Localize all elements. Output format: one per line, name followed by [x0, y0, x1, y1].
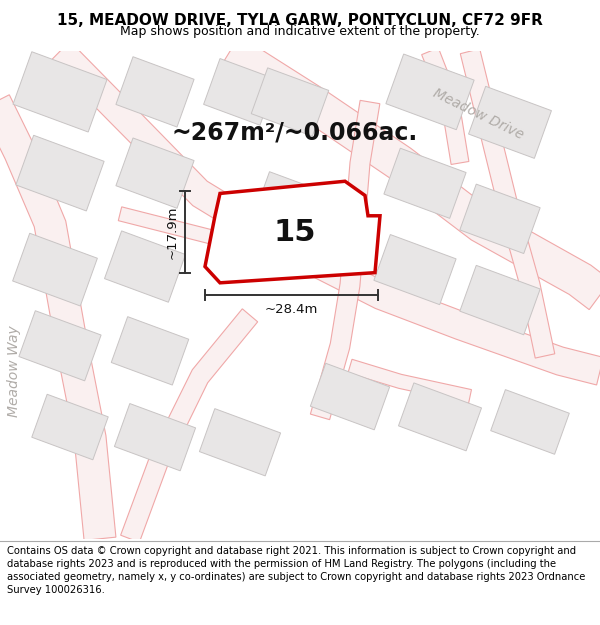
Polygon shape [386, 54, 474, 130]
Polygon shape [19, 311, 101, 381]
Polygon shape [460, 266, 540, 335]
Polygon shape [104, 231, 185, 302]
Polygon shape [254, 172, 326, 236]
Polygon shape [121, 309, 257, 542]
Polygon shape [398, 383, 482, 451]
Text: ~267m²/~0.066ac.: ~267m²/~0.066ac. [172, 121, 418, 144]
Text: ~17.9m: ~17.9m [166, 205, 179, 259]
Polygon shape [203, 59, 277, 125]
Polygon shape [0, 95, 116, 541]
Polygon shape [460, 184, 540, 254]
Polygon shape [116, 57, 194, 127]
Polygon shape [469, 86, 551, 158]
Polygon shape [460, 49, 555, 358]
Polygon shape [491, 389, 569, 454]
Polygon shape [205, 181, 380, 282]
Polygon shape [111, 317, 189, 385]
Polygon shape [384, 148, 466, 218]
Polygon shape [348, 359, 472, 404]
Polygon shape [310, 363, 389, 430]
Text: ~28.4m: ~28.4m [265, 303, 318, 316]
Text: Meadow Way: Meadow Way [7, 325, 21, 417]
Text: Contains OS data © Crown copyright and database right 2021. This information is : Contains OS data © Crown copyright and d… [7, 546, 586, 595]
Polygon shape [374, 234, 456, 304]
Polygon shape [199, 409, 281, 476]
Polygon shape [13, 52, 107, 132]
Text: Map shows position and indicative extent of the property.: Map shows position and indicative extent… [120, 26, 480, 39]
Text: 15: 15 [274, 217, 316, 246]
Polygon shape [16, 135, 104, 211]
Polygon shape [251, 68, 329, 136]
Polygon shape [220, 36, 600, 309]
Polygon shape [50, 41, 600, 385]
Polygon shape [13, 233, 97, 306]
Polygon shape [116, 138, 194, 208]
Text: 15, MEADOW DRIVE, TYLA GARW, PONTYCLUN, CF72 9FR: 15, MEADOW DRIVE, TYLA GARW, PONTYCLUN, … [57, 12, 543, 28]
Polygon shape [422, 48, 469, 164]
Polygon shape [32, 394, 108, 460]
Polygon shape [118, 207, 281, 261]
Text: Meadow Drive: Meadow Drive [430, 86, 526, 142]
Polygon shape [310, 101, 380, 419]
Polygon shape [115, 404, 196, 471]
